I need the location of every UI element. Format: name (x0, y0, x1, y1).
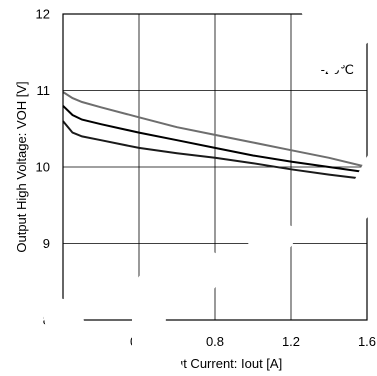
y-axis-label: Output High Voltage: VOH [V] (14, 81, 29, 252)
watermark-shape-3 (132, 244, 226, 376)
x-tick-labels: 00.40.81.21.6 (59, 334, 376, 349)
x-tick-label-4: 1.6 (358, 334, 376, 349)
watermark-shape-2 (296, 0, 377, 78)
watermark-shape-4 (40, 296, 96, 376)
series-line-1 (62, 105, 368, 174)
series-line-2 (62, 120, 368, 181)
series-lines (62, 91, 368, 181)
watermark-shapes (40, 0, 377, 376)
x-tick-label-3: 1.2 (282, 334, 300, 349)
y-tick-labels: 89101112 (36, 7, 50, 328)
watermark-shape-0 (228, 210, 300, 300)
y-tick-label-1: 9 (43, 236, 50, 251)
y-tick-label-2: 10 (36, 160, 50, 175)
watermark-shape-1 (332, 138, 377, 236)
series-line-0 (62, 91, 368, 168)
y-tick-label-3: 11 (37, 83, 51, 98)
y-tick-label-4: 12 (36, 7, 50, 22)
x-tick-label-2: 0.8 (206, 334, 224, 349)
